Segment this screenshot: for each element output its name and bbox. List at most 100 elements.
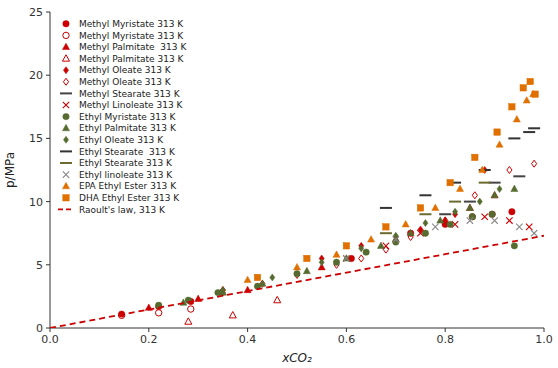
point (523, 97, 530, 103)
point (333, 259, 339, 265)
point (489, 211, 495, 217)
point (254, 274, 260, 280)
point (417, 205, 423, 211)
point (531, 230, 537, 236)
point (513, 116, 520, 122)
legend-swatch (63, 32, 69, 38)
x-tick (247, 328, 248, 332)
legend-swatch (60, 92, 72, 94)
point (437, 217, 444, 223)
point (516, 224, 522, 230)
point (363, 249, 369, 255)
legend-label: Ethyl Palmitate 313 K (79, 123, 177, 133)
x-axis-line (50, 328, 544, 329)
chart: 0.00.20.40.60.81.00510152025xCO₂p/MPaMet… (0, 0, 558, 368)
point (491, 191, 498, 197)
point (359, 255, 364, 262)
point (422, 230, 428, 236)
y-tick-label: 0 (36, 322, 43, 335)
line (50, 236, 544, 328)
point (447, 179, 453, 185)
legend-swatch (63, 171, 69, 177)
legend-label: Ethyl Oleate 313 K (79, 135, 164, 145)
point (244, 276, 251, 282)
point (469, 214, 475, 220)
point (439, 213, 451, 215)
point (260, 280, 265, 287)
point (380, 232, 392, 234)
point (511, 185, 518, 191)
point (333, 251, 340, 257)
y-tick-label: 10 (29, 196, 43, 209)
point (319, 259, 324, 266)
point (419, 213, 431, 215)
point (528, 127, 540, 129)
point (343, 255, 349, 261)
point (293, 263, 300, 269)
x-tick-label: 0.0 (41, 333, 59, 346)
point (449, 201, 461, 203)
legend-swatch (63, 113, 69, 119)
x-tick (50, 328, 51, 332)
point (489, 211, 495, 217)
point (432, 204, 439, 210)
legend-swatch (62, 182, 69, 188)
y-tick (46, 328, 50, 329)
y-tick (46, 201, 50, 202)
point (466, 204, 473, 210)
legend-label: Methyl Myristate 313 K (79, 19, 184, 29)
axes: 0.00.20.40.60.81.00510152025 (29, 6, 553, 346)
point (527, 78, 533, 84)
x-tick-label: 1.0 (535, 333, 553, 346)
point (496, 141, 503, 147)
legend-label: Methyl Palmitate 313 K (79, 42, 187, 52)
point (393, 236, 399, 242)
point (511, 243, 517, 249)
legend-swatch (58, 208, 74, 210)
series (220, 185, 502, 293)
point (359, 245, 364, 252)
series (220, 160, 536, 293)
point (472, 192, 477, 199)
legend-label: Ethyl Stearate 313 K (79, 158, 173, 168)
legend-swatch (63, 21, 69, 27)
x-tick-label: 0.6 (338, 333, 356, 346)
y-tick (46, 138, 50, 139)
point (472, 154, 478, 160)
y-axis-line (50, 12, 51, 328)
y-tick-label: 5 (36, 259, 43, 272)
x-tick-label: 0.4 (239, 333, 257, 346)
point (508, 137, 520, 139)
legend-swatch (62, 55, 69, 61)
point (506, 217, 512, 223)
x-tick (445, 328, 446, 332)
x-tick (148, 328, 149, 332)
legend-label: Methyl Oleate 313 K (79, 65, 172, 75)
series (343, 217, 537, 261)
point (270, 274, 275, 281)
point (494, 129, 500, 135)
series (118, 209, 515, 318)
point (479, 182, 491, 184)
legend-swatch (63, 78, 68, 85)
point (497, 185, 502, 192)
point (220, 287, 225, 294)
point (453, 208, 458, 215)
x-tick-label: 0.8 (436, 333, 454, 346)
legend-swatch (63, 195, 69, 201)
legend-label: Methyl Palmitate 313 K (79, 54, 185, 64)
y-tick-label: 20 (29, 69, 43, 82)
plot-area (50, 78, 544, 328)
point (432, 224, 438, 230)
point (464, 201, 476, 203)
point (294, 270, 300, 276)
legend-label: Methyl Stearate 313 K (79, 89, 181, 99)
legend-label: EPA Ethyl Ester 313 K (79, 181, 177, 191)
legend-swatch (62, 124, 69, 130)
y-tick (46, 75, 50, 76)
point (294, 271, 299, 278)
point (274, 296, 281, 302)
series (50, 236, 544, 328)
series (180, 185, 518, 305)
point (407, 229, 414, 235)
